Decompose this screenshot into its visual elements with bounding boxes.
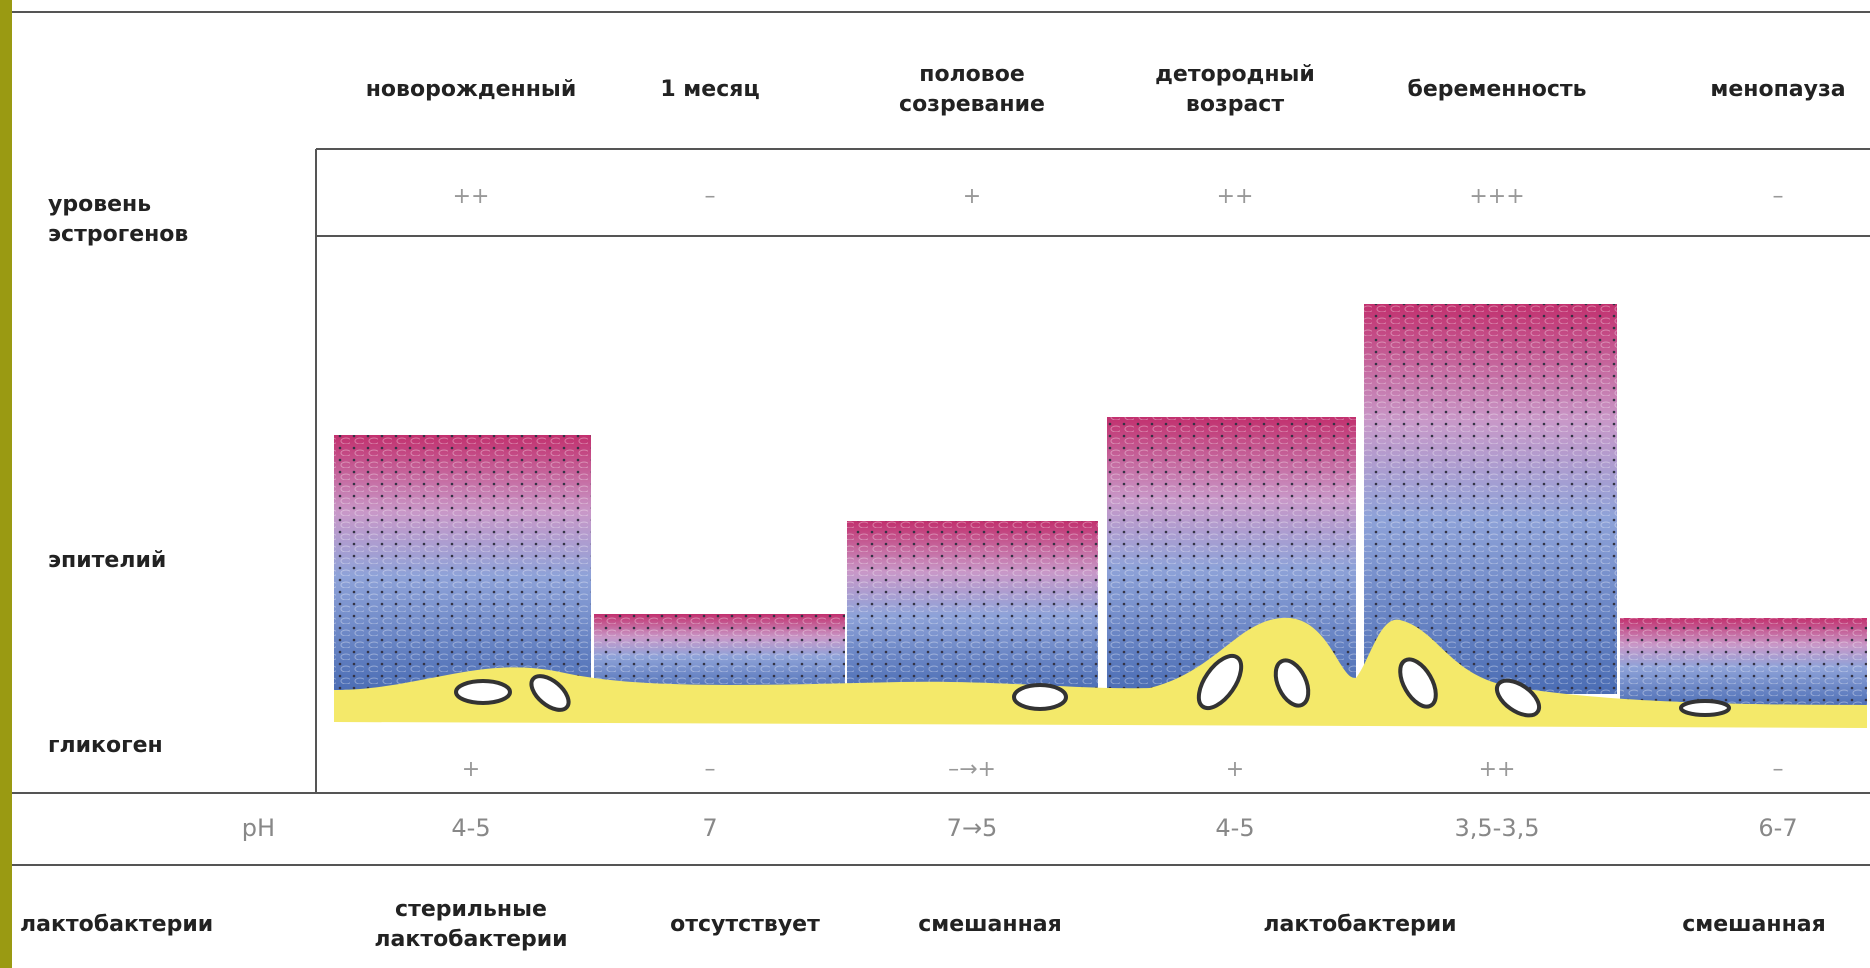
ph-value: 4-5 xyxy=(1215,814,1254,842)
estrogen-level: + xyxy=(963,184,981,209)
glycogen-level: + xyxy=(1226,757,1244,782)
column-header: созревание xyxy=(899,92,1045,117)
row-label: лактобактерии xyxy=(20,912,213,937)
estrogen-level: – xyxy=(1773,184,1784,209)
microflora: лактобактерии xyxy=(374,927,567,952)
row-label: гликоген xyxy=(48,733,163,758)
column-header: менопауза xyxy=(1710,77,1845,102)
estrogen-level: +++ xyxy=(1469,184,1524,209)
glycogen-level: – xyxy=(705,757,716,782)
microflora: лактобактерии xyxy=(1263,912,1456,937)
column-header: 1 месяц xyxy=(660,77,759,102)
row-label: pH xyxy=(242,814,275,842)
glycogen-level: ++ xyxy=(1479,757,1516,782)
estrogen-level: ++ xyxy=(453,184,490,209)
ph-value: 6-7 xyxy=(1758,814,1797,842)
column-header: беременность xyxy=(1407,77,1586,102)
microflora: стерильные xyxy=(395,897,547,922)
microflora: отсутствует xyxy=(670,912,820,937)
column-header: возраст xyxy=(1186,92,1284,117)
ph-value: 7 xyxy=(702,814,717,842)
page: новорожденный 1 месяц половое созревание дет… xyxy=(0,0,1870,968)
estrogen-level: – xyxy=(705,184,716,209)
row-label: эстрогенов xyxy=(48,222,188,247)
column-header: новорожденный xyxy=(366,77,577,102)
glycogen-level: –→+ xyxy=(948,757,996,782)
microflora: смешанная xyxy=(918,912,1062,937)
ph-value: 3,5-3,5 xyxy=(1455,814,1540,842)
column-header: половое xyxy=(919,62,1025,87)
ph-value: 4-5 xyxy=(451,814,490,842)
ph-value: 7→5 xyxy=(947,814,998,842)
row-label: уровень xyxy=(48,192,151,217)
column-header: детородный xyxy=(1155,62,1315,87)
glycogen-level: – xyxy=(1773,757,1784,782)
row-label: эпителий xyxy=(48,548,166,573)
side-strip xyxy=(0,0,12,968)
epithelium-drawing xyxy=(334,304,1867,728)
glycogen-level: + xyxy=(462,757,480,782)
estrogen-level: ++ xyxy=(1217,184,1254,209)
microflora: смешанная xyxy=(1682,912,1826,937)
